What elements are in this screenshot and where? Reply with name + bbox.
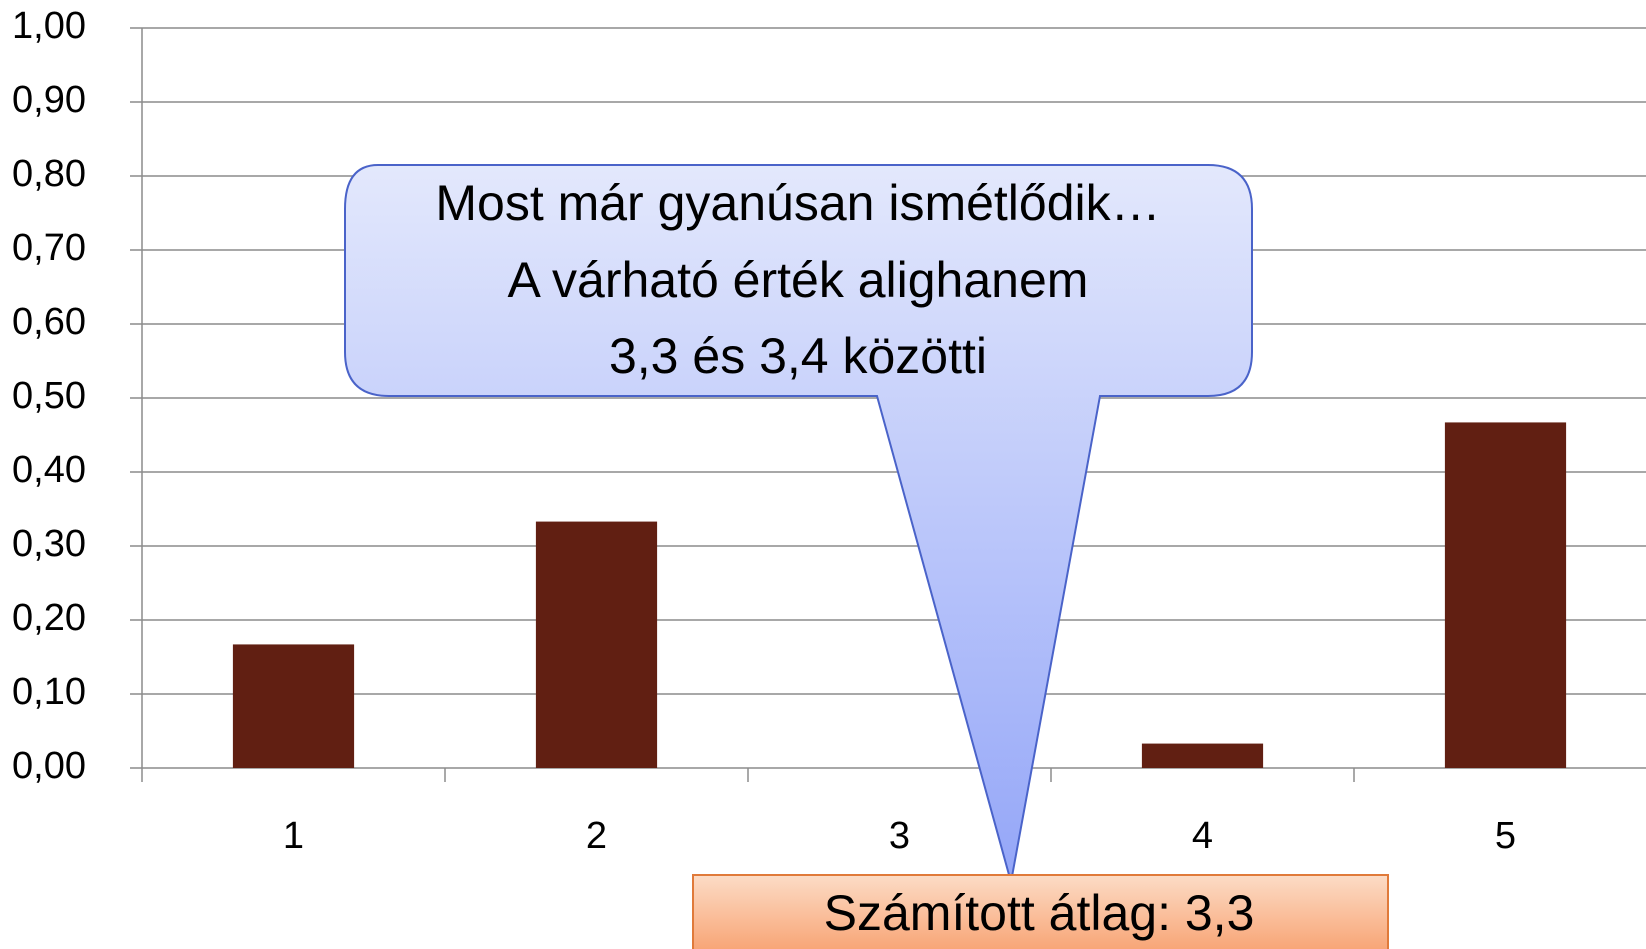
result-box bbox=[692, 874, 1389, 949]
x-tick-label: 3 bbox=[889, 815, 910, 857]
y-tick-label: 0,10 bbox=[12, 671, 86, 713]
bar bbox=[1444, 422, 1567, 768]
result-text: Számított átlag: 3,3 bbox=[824, 885, 1255, 941]
y-tick-label: 0,60 bbox=[12, 301, 86, 343]
callout bbox=[344, 164, 1253, 883]
y-tick-label: 1,00 bbox=[12, 5, 86, 47]
bar bbox=[232, 644, 355, 768]
callout-text: Most már gyanúsan ismétlődik… bbox=[435, 175, 1160, 231]
callout-text: 3,3 és 3,4 közötti bbox=[609, 328, 987, 384]
bar bbox=[535, 521, 658, 768]
callout-text: A várható érték alighanem bbox=[508, 252, 1089, 308]
x-tick-label: 1 bbox=[283, 815, 304, 857]
x-tick-label: 5 bbox=[1495, 815, 1516, 857]
y-tick-label: 0,90 bbox=[12, 79, 86, 121]
x-tick-label: 2 bbox=[586, 815, 607, 857]
y-tick-label: 0,00 bbox=[12, 745, 86, 787]
y-tick-label: 0,50 bbox=[12, 375, 86, 417]
bar bbox=[1141, 743, 1264, 768]
y-tick-label: 0,80 bbox=[12, 153, 86, 195]
x-tick-label: 4 bbox=[1192, 815, 1213, 857]
y-tick-label: 0,40 bbox=[12, 449, 86, 491]
y-tick-label: 0,30 bbox=[12, 523, 86, 565]
y-tick-label: 0,70 bbox=[12, 227, 86, 269]
y-tick-label: 0,20 bbox=[12, 597, 86, 639]
